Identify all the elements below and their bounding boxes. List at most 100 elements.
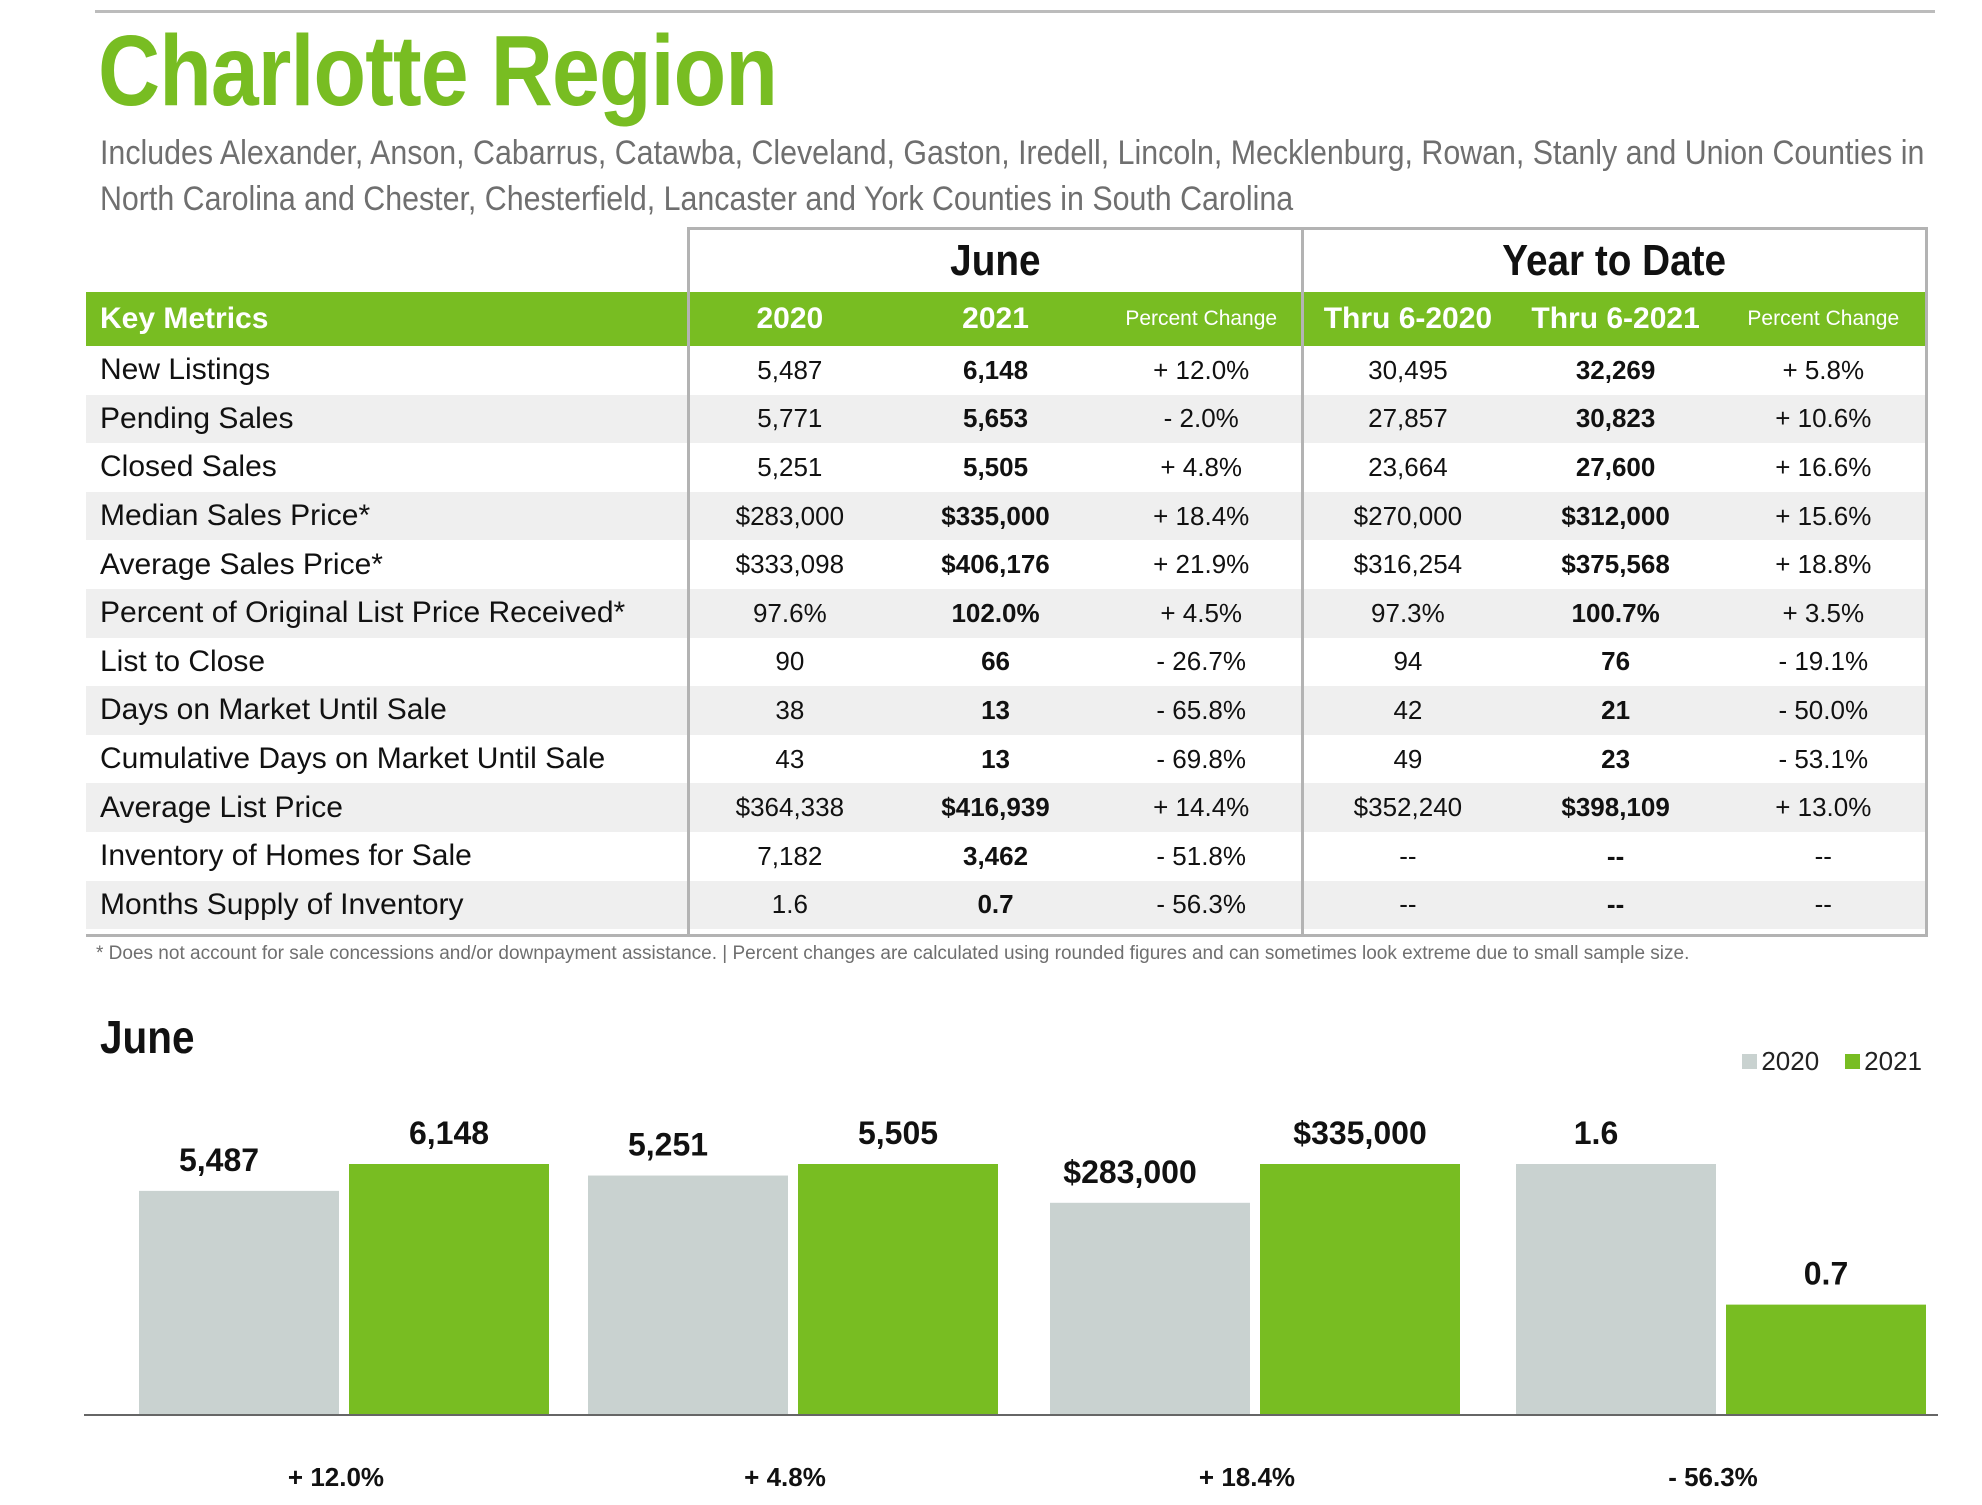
table-row: Average List Price $364,338 $416,939 + 14.4… — [86, 783, 1928, 832]
cell-ytd-2021: -- — [1606, 889, 1625, 920]
cell-ytd-2021: 21 — [1601, 694, 1631, 725]
cell-metric: List to Close — [100, 644, 266, 678]
cell-ytd-2021: 32,269 — [1575, 354, 1656, 385]
header-ytd-percent-change: Percent Change — [1747, 307, 1900, 330]
cell-ytd-change: - 53.1% — [1778, 743, 1869, 774]
table-bottom-rule — [86, 934, 1928, 937]
cell-ytd-2021: 76 — [1601, 646, 1631, 677]
cell-metric: Average Sales Price* — [100, 547, 383, 581]
header-2020: 2020 — [756, 302, 824, 335]
legend-label-2020: 2020 — [1761, 1046, 1820, 1076]
cell-ytd-change: + 5.8% — [1782, 354, 1865, 385]
legend-swatch-2021 — [1845, 1054, 1861, 1069]
bar-2020 — [1516, 1164, 1716, 1414]
bar-2020 — [588, 1175, 788, 1414]
cell-june-2020: $333,098 — [735, 549, 845, 580]
cell-ytd-2021: -- — [1606, 840, 1625, 871]
cell-june-change: - 26.7% — [1156, 646, 1247, 677]
bar-value-label: 5,251 — [628, 1127, 708, 1163]
cell-ytd-change: - 50.0% — [1778, 694, 1869, 725]
cell-june-2020: 7,182 — [757, 840, 823, 871]
cell-ytd-2020: $270,000 — [1353, 500, 1463, 531]
header-thru-2021: Thru 6-2021 — [1531, 302, 1700, 335]
table-row: Average Sales Price* $333,098 $406,176 + 21… — [86, 540, 1928, 589]
cell-june-change: - 51.8% — [1156, 840, 1247, 871]
cell-ytd-2020: $316,254 — [1353, 549, 1463, 580]
june-bar-chart: 5,487 6,148 + 12.0% New Listings 5,251 5,505 +… — [84, 1115, 1938, 1505]
bar-value-label: 6,148 — [409, 1115, 489, 1151]
cell-ytd-change: + 3.5% — [1782, 597, 1865, 628]
cell-metric: Closed Sales — [100, 450, 277, 484]
table-row: Percent of Original List Price Received*… — [86, 588, 1928, 638]
bar-2020 — [139, 1190, 339, 1414]
table-row: Closed Sales 5,251 5,505 + 4.8% 23,664 27,600… — [86, 443, 1928, 492]
bar-2021 — [798, 1164, 998, 1414]
bar-value-label: 5,505 — [858, 1115, 938, 1151]
chart-title: June — [100, 1011, 195, 1063]
bar-value-label: 0.7 — [1804, 1256, 1848, 1292]
header-percent-change: Percent Change — [1125, 307, 1278, 330]
table-row: New Listings 5,487 6,148 + 12.0% 30,495 32,26… — [86, 346, 1928, 395]
cell-ytd-2020: 94 — [1393, 646, 1423, 677]
column-divider — [1301, 227, 1304, 937]
cell-june-change: + 18.4% — [1153, 500, 1250, 531]
cell-ytd-change: -- — [1814, 840, 1832, 871]
cell-metric: Cumulative Days on Market Until Sale — [100, 742, 606, 776]
cell-metric: Median Sales Price* — [100, 499, 371, 533]
cell-ytd-change: + 10.6% — [1775, 403, 1872, 434]
legend-item-2020: 2020 — [1742, 1046, 1819, 1077]
cell-june-change: + 14.4% — [1153, 792, 1250, 823]
group-header-ytd: Year to Date — [1301, 227, 1928, 292]
cell-ytd-2021: $398,109 — [1561, 792, 1670, 823]
category-change-label: + 4.8% — [744, 1462, 826, 1492]
category-change-label: - 56.3% — [1668, 1462, 1758, 1492]
header-2021: 2021 — [962, 302, 1029, 335]
cell-ytd-2020: 23,664 — [1368, 451, 1448, 482]
cell-ytd-change: + 15.6% — [1775, 500, 1872, 531]
cell-ytd-change: - 19.1% — [1778, 646, 1869, 677]
header-key-metrics: Key Metrics — [100, 302, 269, 335]
table-row: Inventory of Homes for Sale 7,182 3,462 - 5… — [86, 832, 1928, 881]
cell-ytd-2021: $312,000 — [1561, 500, 1670, 531]
bar-value-label: 5,487 — [179, 1142, 259, 1178]
table-row: List to Close 90 66 - 26.7% 94 76 - 19.1% — [86, 638, 1928, 687]
cell-ytd-2021: 100.7% — [1571, 597, 1660, 628]
cell-june-2021: 6,148 — [962, 354, 1029, 385]
table-row: Median Sales Price* $283,000 $335,000 + 18.… — [86, 491, 1928, 541]
bar-2020 — [1050, 1202, 1250, 1414]
legend-swatch-2020 — [1742, 1054, 1758, 1069]
cell-metric: Days on Market Until Sale — [100, 693, 447, 727]
header-thru-2020: Thru 6-2020 — [1323, 302, 1493, 335]
cell-ytd-2020: $352,240 — [1353, 792, 1463, 823]
cell-june-2021: 102.0% — [951, 597, 1040, 628]
cell-ytd-change: + 16.6% — [1775, 451, 1872, 482]
key-metrics-table: June Year to Date Key Metrics 2020 2021 … — [86, 227, 1928, 937]
cell-ytd-2020: 27,857 — [1368, 403, 1448, 434]
cell-ytd-2020: 30,495 — [1368, 354, 1448, 385]
cell-june-2020: 5,771 — [757, 403, 823, 434]
cell-june-2020: 1.6 — [771, 889, 808, 920]
cell-june-2020: $283,000 — [735, 500, 845, 531]
cell-june-2021: $416,939 — [941, 792, 1050, 823]
cell-june-2021: $335,000 — [941, 500, 1050, 531]
cell-ytd-2021: 27,600 — [1575, 451, 1656, 482]
bar-2021 — [349, 1164, 549, 1414]
cell-metric: New Listings — [100, 353, 271, 387]
cell-june-2020: 90 — [775, 646, 805, 677]
bar-2021 — [1260, 1164, 1460, 1414]
cell-june-change: - 2.0% — [1163, 403, 1239, 434]
table-row: Pending Sales 5,771 5,653 - 2.0% 27,857 30,82… — [86, 394, 1928, 444]
category-change-label: + 12.0% — [288, 1462, 384, 1492]
legend-item-2021: 2021 — [1845, 1046, 1922, 1077]
group-header-june: June — [687, 227, 1304, 292]
cell-metric: Percent of Original List Price Received* — [100, 596, 626, 630]
table-header-row: Key Metrics 2020 2021 Percent Change Thr… — [86, 292, 1928, 346]
cell-june-2021: 5,505 — [962, 451, 1029, 482]
cell-june-2021: 3,462 — [962, 840, 1029, 871]
cell-june-change: + 4.8% — [1160, 451, 1243, 482]
bar-value-label: $283,000 — [1063, 1154, 1196, 1190]
cell-ytd-2020: 42 — [1393, 694, 1423, 725]
table-body: New Listings 5,487 6,148 + 12.0% 30,495 32,26… — [86, 346, 1928, 930]
footnote: * Does not account for sale concessions … — [96, 943, 1690, 964]
bar-value-label: 1.6 — [1574, 1115, 1618, 1151]
